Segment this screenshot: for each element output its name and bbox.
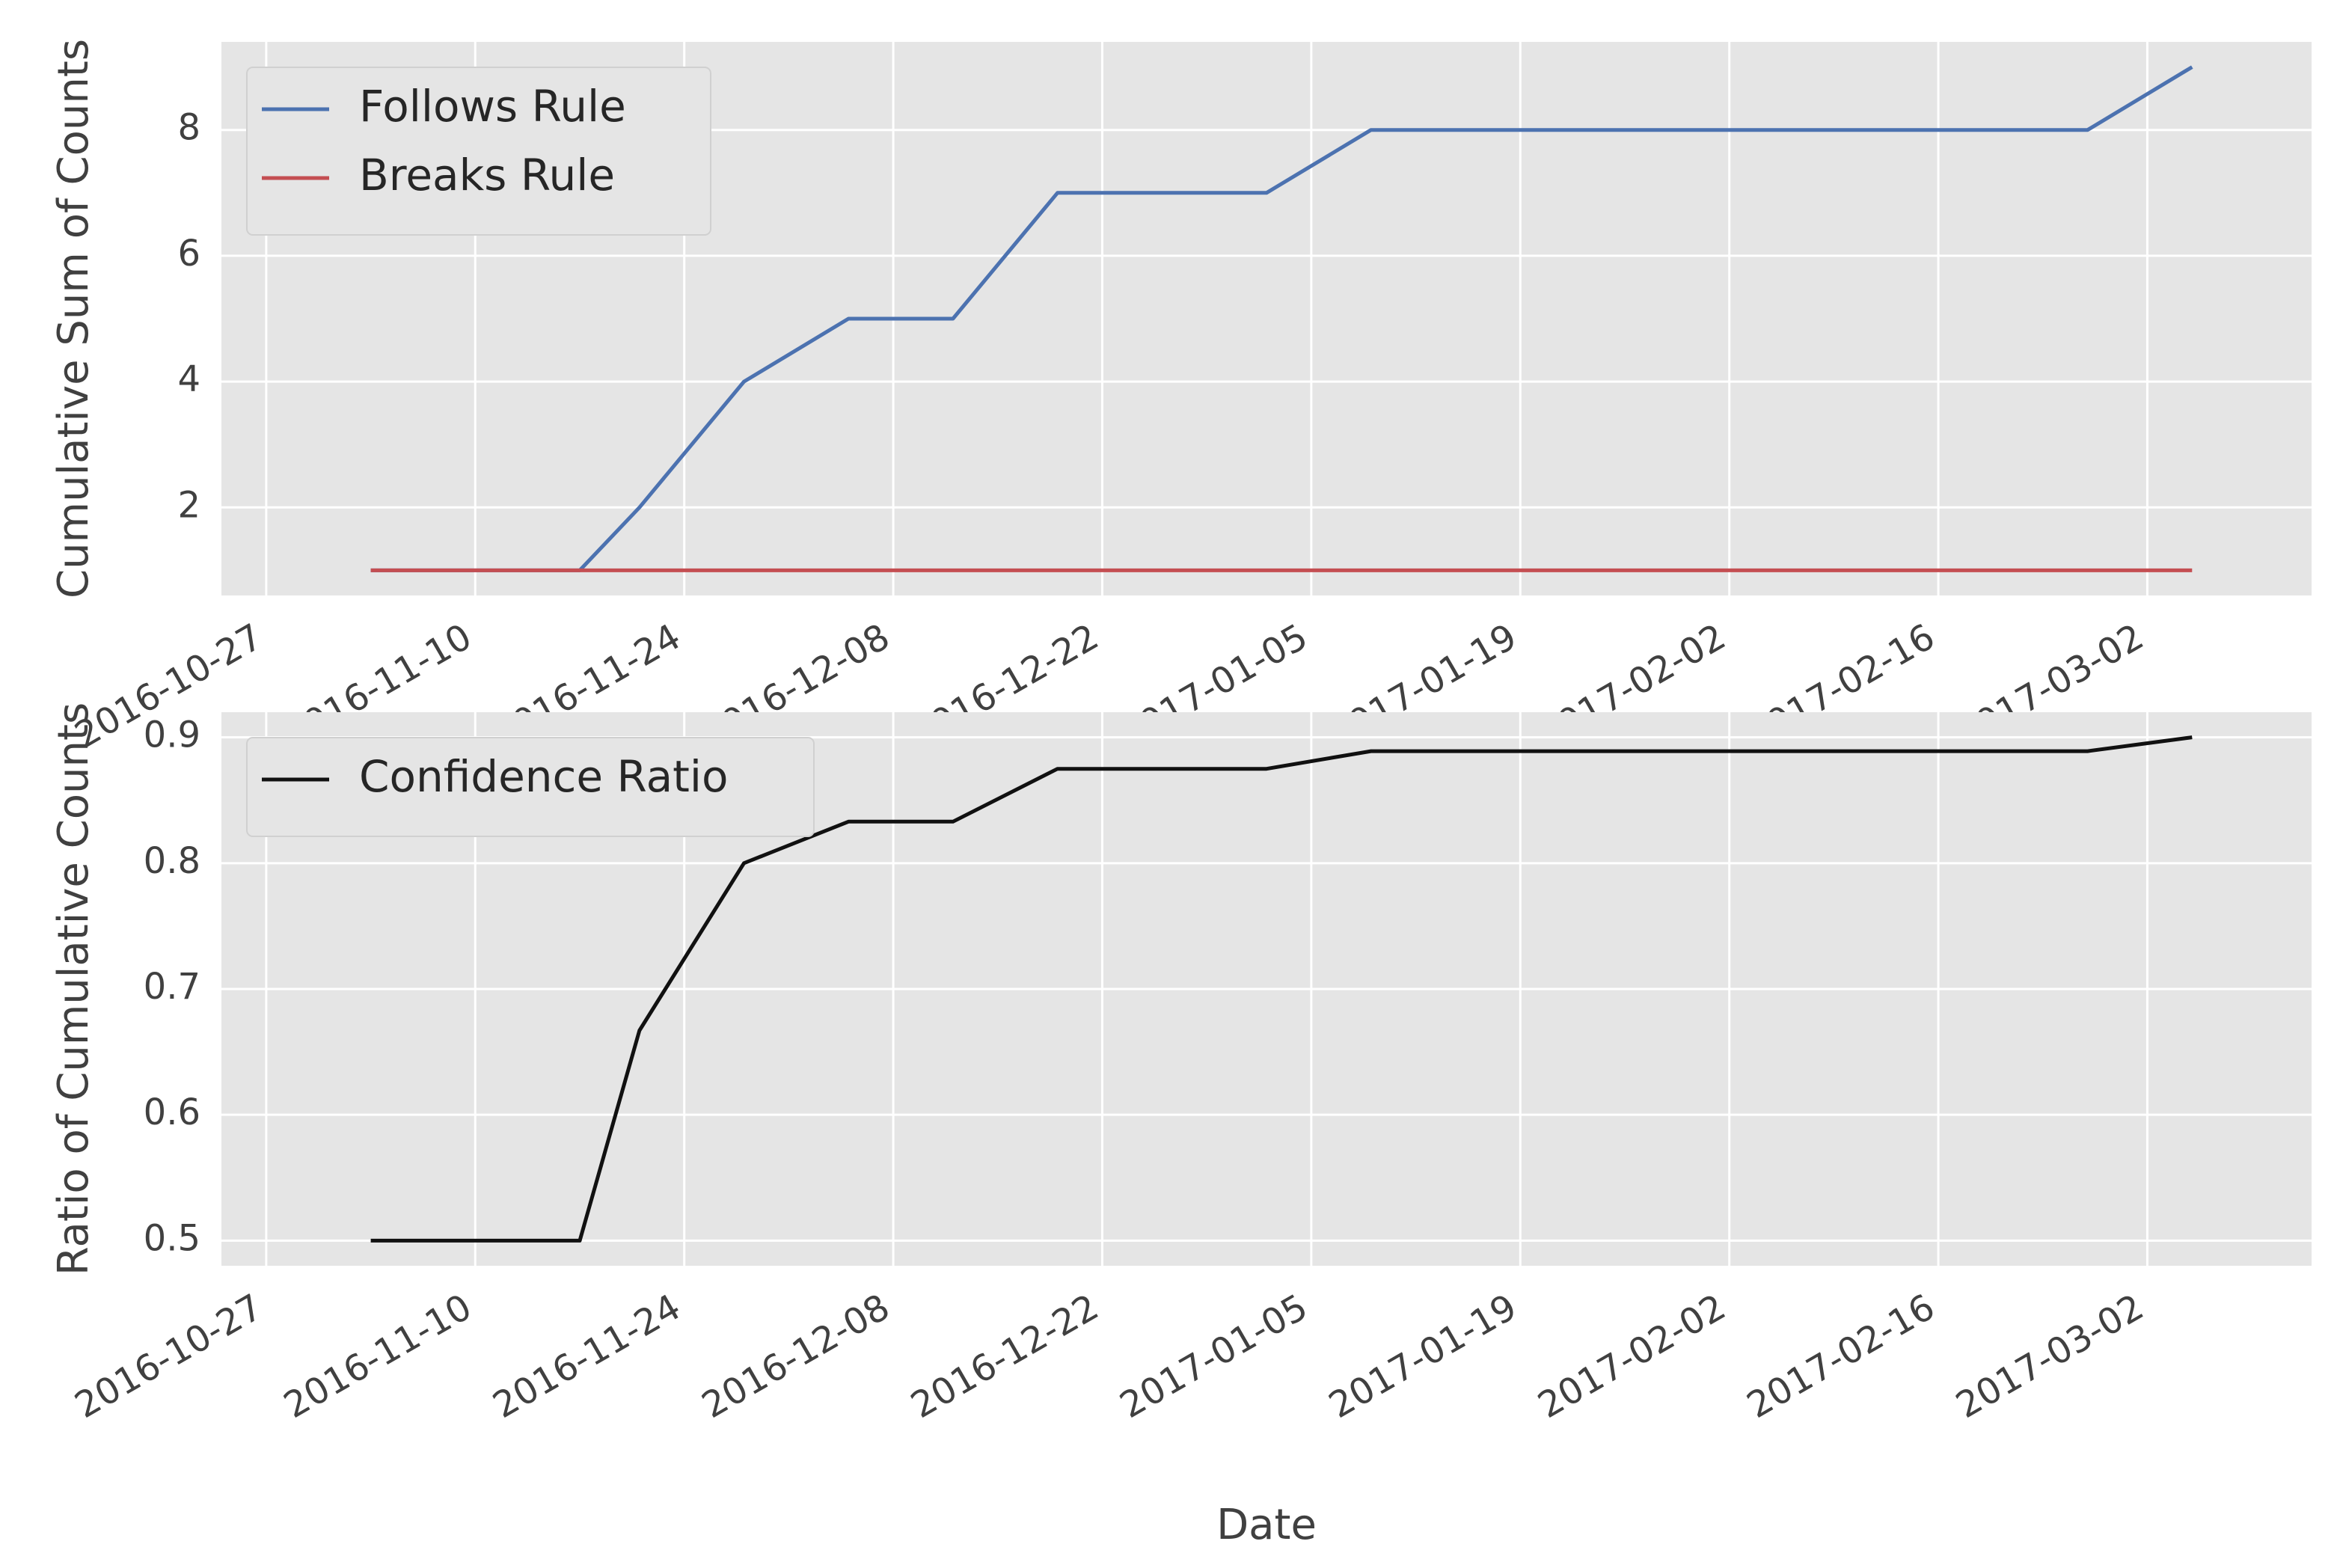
y-tick-label: 8 — [177, 107, 200, 149]
y-tick-label: 4 — [177, 358, 200, 400]
x-tick-label: 2017-02-16 — [1740, 1286, 1942, 1427]
y-tick-label: 0.7 — [144, 966, 200, 1008]
y-tick-label: 2 — [177, 484, 200, 526]
subplot-1: 2016-10-27 2016-11-10 2016-11-24 2016-12-08… — [49, 39, 2312, 756]
x-tick-label: 2016-10-27 — [68, 1286, 270, 1427]
x-tick-label: 2017-03-02 — [1949, 1286, 2151, 1427]
y-tick-label: 0.6 — [144, 1091, 200, 1133]
x-tick-label: 2017-01-19 — [1322, 1286, 1524, 1427]
legend-frame — [246, 737, 815, 837]
legend-label: Confidence Ratio — [359, 751, 728, 802]
series-line-1 — [370, 735, 2193, 1243]
y-axis-label: Ratio of Cumulative Counts — [49, 702, 98, 1275]
x-axis-label: Date — [1216, 1501, 1317, 1549]
x-tick-label: 2016-11-24 — [486, 1286, 688, 1427]
legend: Confidence Ratio — [246, 737, 815, 837]
y-tick-label: 0.9 — [144, 714, 200, 756]
y-tick-label: 0.5 — [144, 1217, 200, 1259]
legend-frame — [246, 67, 711, 236]
legend: Follows Rule Breaks Rule — [246, 67, 711, 236]
x-tick-label: 2017-01-05 — [1113, 1286, 1315, 1427]
x-tick-label: 2016-11-10 — [277, 1286, 479, 1427]
x-tick-label: 2016-12-22 — [904, 1286, 1106, 1427]
y-tick-label: 0.8 — [144, 840, 200, 882]
legend-label: Breaks Rule — [359, 150, 615, 200]
x-tick-label: 2016-12-08 — [695, 1286, 897, 1427]
x-tick-label: 2017-02-02 — [1531, 1286, 1733, 1427]
y-axis-label: Cumulative Sum of Counts — [49, 39, 98, 598]
legend-label: Follows Rule — [359, 81, 626, 132]
subplot-2: 2016-10-27 2016-11-10 2016-11-24 2016-12-08… — [49, 702, 2312, 1549]
y-tick-label: 6 — [177, 233, 200, 275]
